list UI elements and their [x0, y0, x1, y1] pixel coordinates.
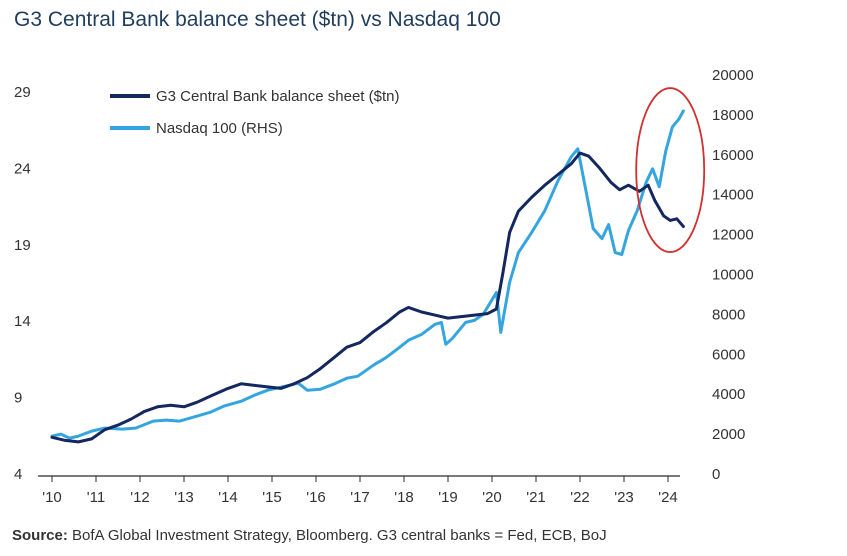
- left-tick-label: 19: [14, 237, 31, 254]
- right-tick-label: 8000: [712, 306, 745, 323]
- x-tick-label: '13: [174, 489, 194, 506]
- x-tick-label: '18: [394, 489, 414, 506]
- highlight-ellipse: [635, 87, 706, 253]
- right-tick-label: 12000: [712, 227, 754, 244]
- right-tick-label: 18000: [712, 107, 754, 124]
- x-tick-label: '17: [350, 489, 370, 506]
- x-tick-label: '10: [42, 489, 62, 506]
- chart-svg: 4 9 14 19 24 29 0 2000 4000 6000 8000 10000 12000 14…: [14, 67, 754, 506]
- x-tick-label: '20: [482, 489, 502, 506]
- right-tick-label: 0: [712, 466, 720, 483]
- left-tick-label: 9: [14, 390, 22, 407]
- legend: G3 Central Bank balance sheet ($tn) Nasda…: [110, 88, 399, 137]
- right-tick-label: 2000: [712, 426, 745, 443]
- left-axis-ticks: 4 9 14 19 24 29: [14, 84, 31, 483]
- x-tick-label: '21: [526, 489, 546, 506]
- series-line-nasdaq-100: [50, 109, 685, 440]
- source-text: BofA Global Investment Strategy, Bloombe…: [72, 527, 607, 544]
- source-note: Source: BofA Global Investment Strategy,…: [12, 527, 607, 544]
- x-tick-label: '11: [87, 489, 105, 506]
- x-axis: '10 '11 '12 '13 '14 '15 '16 '17 '18 '19 '20 '21 '22 '…: [38, 475, 680, 506]
- x-tick-label: '12: [130, 489, 150, 506]
- x-tick-label: '23: [614, 489, 634, 506]
- source-label: Source:: [12, 527, 68, 544]
- right-tick-label: 14000: [712, 187, 754, 204]
- left-tick-label: 24: [14, 160, 31, 177]
- legend-label: G3 Central Bank balance sheet ($tn): [156, 88, 399, 105]
- chart-title: G3 Central Bank balance sheet ($tn) vs N…: [14, 8, 501, 31]
- x-tick-label: '22: [570, 489, 590, 506]
- left-tick-label: 29: [14, 84, 31, 101]
- annotation-layer: [635, 87, 706, 253]
- x-tick-label: '24: [658, 489, 678, 506]
- x-tick-label: '19: [438, 489, 458, 506]
- series-line-g3-balance-sheet: [50, 151, 685, 444]
- right-tick-label: 20000: [712, 67, 754, 84]
- right-tick-label: 6000: [712, 346, 745, 363]
- right-tick-label: 16000: [712, 147, 754, 164]
- right-axis-ticks: 0 2000 4000 6000 8000 10000 12000 14000 16000 180…: [712, 67, 754, 483]
- left-tick-label: 4: [14, 466, 22, 483]
- right-tick-label: 10000: [712, 267, 754, 284]
- x-tick-label: '16: [306, 489, 326, 506]
- series-layer: [50, 109, 685, 444]
- legend-label: Nasdaq 100 (RHS): [156, 120, 283, 137]
- left-tick-label: 14: [14, 313, 31, 330]
- right-tick-label: 4000: [712, 386, 745, 403]
- x-tick-label: '15: [262, 489, 282, 506]
- x-tick-label: '14: [218, 489, 238, 506]
